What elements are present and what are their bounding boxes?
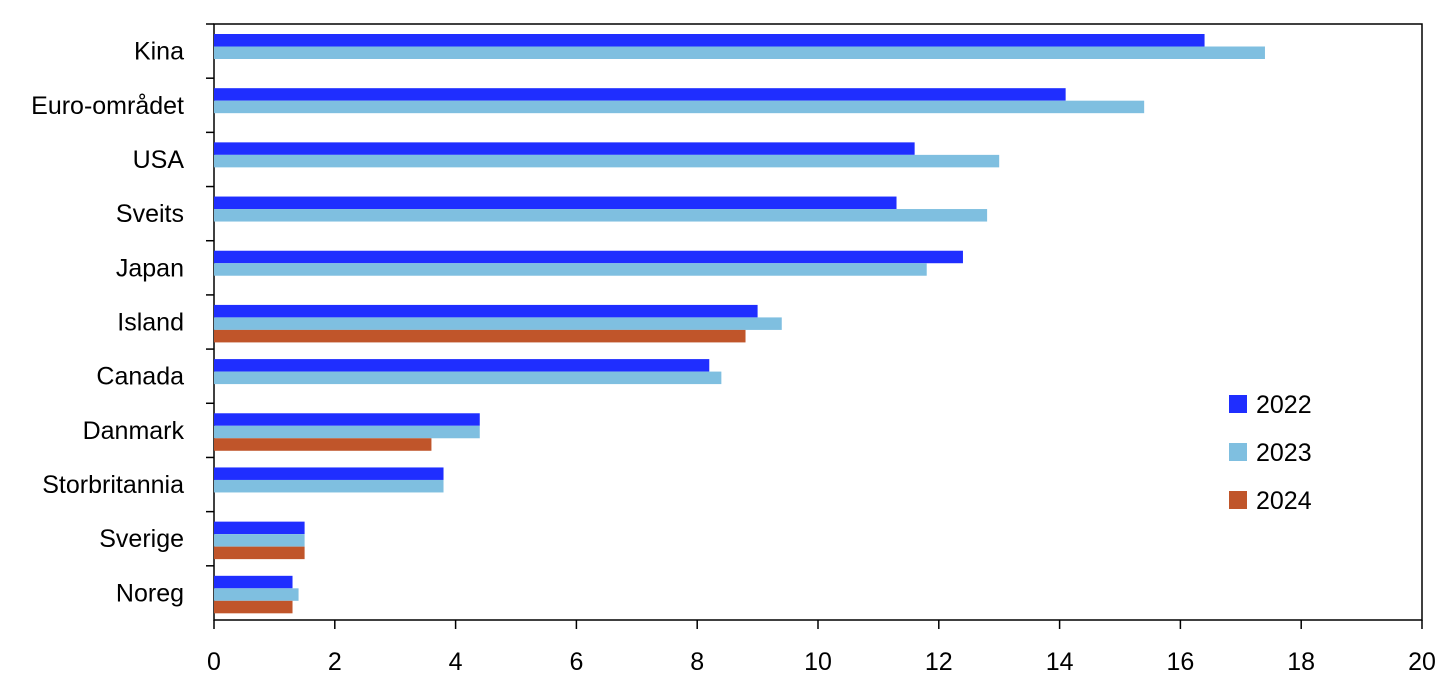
bar-2022-11 <box>214 575 293 589</box>
category-label: Euro-området <box>31 92 184 120</box>
category-label: Island <box>117 309 184 337</box>
bar-2022-8 <box>214 413 480 426</box>
bar-2023-1 <box>214 46 1265 59</box>
bar-2023-10 <box>214 534 305 547</box>
legend-label: 2023 <box>1256 439 1312 467</box>
bar-2022-9 <box>214 467 444 480</box>
category-label: Kina <box>134 38 184 66</box>
x-tick-label: 20 <box>1408 648 1436 676</box>
category-label: Danmark <box>83 417 185 445</box>
legend-swatch-2022 <box>1229 395 1247 413</box>
legend: 2022 2023 2024 <box>1229 391 1312 515</box>
legend-swatch-2024 <box>1229 491 1247 509</box>
bar-group <box>214 34 1265 614</box>
category-label: Canada <box>96 363 184 391</box>
bar-2022-2 <box>214 88 1066 101</box>
bar-2024-10 <box>214 546 305 560</box>
category-label: Sveits <box>116 200 184 228</box>
x-tick-label: 16 <box>1166 648 1194 676</box>
bar-2022-10 <box>214 521 305 535</box>
legend-label: 2024 <box>1256 487 1312 515</box>
x-tick-label: 14 <box>1046 648 1074 676</box>
bar-2023-9 <box>214 479 444 493</box>
bar-2022-7 <box>214 359 710 372</box>
legend-swatch-2023 <box>1229 443 1247 461</box>
x-tick-label: 0 <box>207 648 221 676</box>
bar-2022-4 <box>214 196 897 210</box>
category-label: Storbritannia <box>42 471 184 499</box>
bar-2023-5 <box>214 263 927 276</box>
category-label: Noreg <box>116 579 184 607</box>
x-tick-label: 8 <box>690 648 704 676</box>
x-tick-label: 18 <box>1287 648 1315 676</box>
category-label: Sverige <box>99 525 184 553</box>
x-tick-label: 6 <box>569 648 583 676</box>
x-axis: 0 2 4 6 8 10 12 14 16 18 20 <box>207 620 1436 676</box>
bar-2022-6 <box>214 304 758 318</box>
bar-2024-6 <box>214 329 746 343</box>
bar-2023-11 <box>214 588 299 601</box>
bar-2023-2 <box>214 100 1145 114</box>
bar-2023-7 <box>214 371 722 385</box>
x-tick-label: 2 <box>328 648 342 676</box>
bar-2024-8 <box>214 438 432 451</box>
category-label: Japan <box>116 254 184 282</box>
bar-2023-8 <box>214 425 480 439</box>
x-tick-label: 10 <box>804 648 832 676</box>
bar-2022-1 <box>214 34 1205 47</box>
bar-2023-6 <box>214 317 782 330</box>
bar-2023-4 <box>214 209 988 222</box>
bar-2022-5 <box>214 250 963 264</box>
category-label: USA <box>133 146 185 174</box>
x-tick-label: 4 <box>449 648 463 676</box>
y-axis: Kina Euro-området USA Sveits Japan Island Cana… <box>31 23 214 607</box>
bar-2024-11 <box>214 600 293 614</box>
x-tick-label: 12 <box>925 648 953 676</box>
bar-2023-3 <box>214 154 1000 168</box>
bar-2022-3 <box>214 142 915 155</box>
legend-label: 2022 <box>1256 391 1312 419</box>
